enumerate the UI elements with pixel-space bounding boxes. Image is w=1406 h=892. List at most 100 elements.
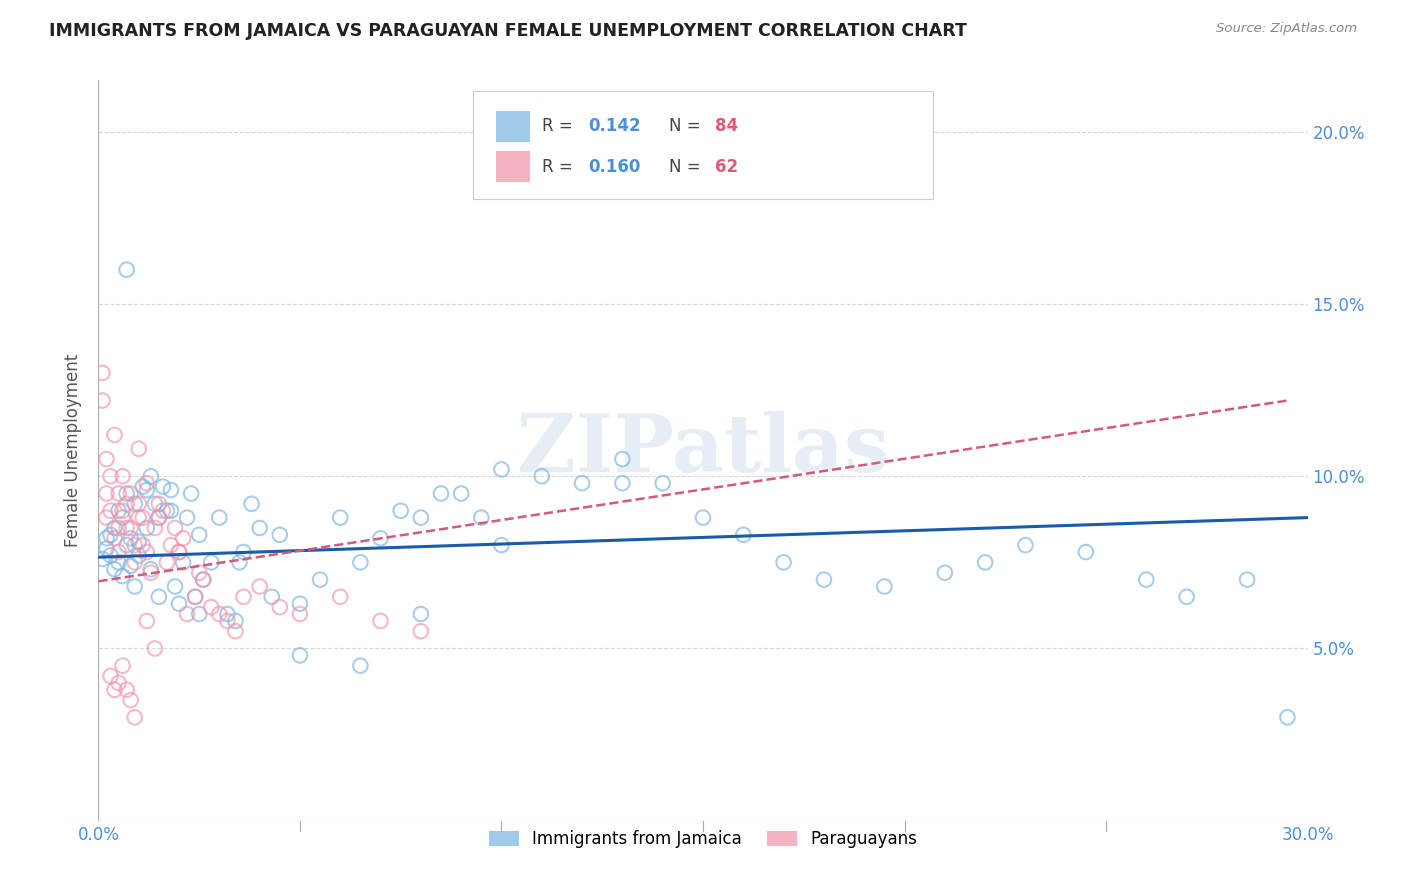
- Point: [96, 510, 118, 524]
- Point: [200, 555, 222, 569]
- Y-axis label: Female Unemployment: Female Unemployment: [65, 354, 83, 547]
- Point: [103, 521, 125, 535]
- Point: [148, 590, 170, 604]
- Point: [288, 648, 311, 663]
- Point: [188, 566, 211, 580]
- Point: [772, 555, 794, 569]
- Point: [111, 658, 134, 673]
- Point: [269, 600, 291, 615]
- Point: [1277, 710, 1299, 724]
- Point: [111, 469, 134, 483]
- Point: [96, 452, 118, 467]
- Point: [249, 521, 271, 535]
- Point: [96, 541, 118, 556]
- Point: [217, 607, 239, 621]
- Point: [163, 521, 186, 535]
- Point: [1236, 573, 1258, 587]
- Point: [100, 528, 122, 542]
- Point: [139, 562, 162, 576]
- Point: [120, 521, 142, 535]
- Point: [193, 573, 215, 587]
- Point: [139, 469, 162, 483]
- Point: [450, 486, 472, 500]
- Point: [200, 600, 222, 615]
- Point: [1074, 545, 1097, 559]
- Point: [103, 562, 125, 576]
- Point: [107, 545, 129, 559]
- Point: [160, 504, 183, 518]
- Point: [143, 497, 166, 511]
- Point: [873, 579, 896, 593]
- Point: [100, 549, 122, 563]
- Point: [188, 528, 211, 542]
- Text: 62: 62: [716, 158, 738, 176]
- Point: [132, 480, 155, 494]
- Point: [115, 497, 138, 511]
- Point: [193, 573, 215, 587]
- Point: [132, 510, 155, 524]
- Point: [100, 469, 122, 483]
- Text: N =: N =: [669, 117, 706, 136]
- Point: [430, 486, 453, 500]
- Point: [349, 658, 371, 673]
- Point: [120, 486, 142, 500]
- Point: [208, 510, 231, 524]
- Point: [115, 538, 138, 552]
- Point: [232, 545, 254, 559]
- Point: [934, 566, 956, 580]
- Point: [135, 521, 157, 535]
- Point: [115, 521, 138, 535]
- Point: [139, 566, 162, 580]
- Point: [120, 693, 142, 707]
- Point: [240, 497, 263, 511]
- Point: [224, 624, 246, 639]
- Point: [409, 624, 432, 639]
- Point: [530, 469, 553, 483]
- Point: [370, 614, 392, 628]
- Point: [143, 521, 166, 535]
- Point: [115, 486, 138, 500]
- Point: [103, 531, 125, 545]
- Point: [124, 555, 146, 569]
- Point: [612, 452, 634, 467]
- Point: [120, 531, 142, 545]
- Point: [232, 590, 254, 604]
- Text: R =: R =: [543, 117, 578, 136]
- Point: [103, 682, 125, 697]
- FancyBboxPatch shape: [474, 91, 932, 199]
- Point: [167, 545, 190, 559]
- Point: [288, 597, 311, 611]
- Point: [217, 614, 239, 628]
- Point: [111, 569, 134, 583]
- Legend: Immigrants from Jamaica, Paraguayans: Immigrants from Jamaica, Paraguayans: [481, 822, 925, 856]
- Point: [733, 528, 755, 542]
- Point: [135, 545, 157, 559]
- Point: [103, 428, 125, 442]
- Text: R =: R =: [543, 158, 578, 176]
- Point: [120, 558, 142, 573]
- Point: [107, 676, 129, 690]
- Point: [124, 497, 146, 511]
- Point: [167, 597, 190, 611]
- Point: [163, 579, 186, 593]
- Point: [111, 504, 134, 518]
- Point: [571, 476, 593, 491]
- Point: [309, 573, 332, 587]
- Point: [107, 555, 129, 569]
- Point: [288, 607, 311, 621]
- Point: [184, 590, 207, 604]
- Point: [128, 442, 150, 456]
- Point: [813, 573, 835, 587]
- Point: [152, 504, 174, 518]
- Point: [409, 510, 432, 524]
- Point: [107, 504, 129, 518]
- Point: [128, 534, 150, 549]
- Point: [152, 480, 174, 494]
- Text: N =: N =: [669, 158, 706, 176]
- Point: [128, 497, 150, 511]
- FancyBboxPatch shape: [496, 111, 530, 142]
- Point: [124, 579, 146, 593]
- Point: [184, 590, 207, 604]
- Point: [249, 579, 271, 593]
- Point: [370, 531, 392, 545]
